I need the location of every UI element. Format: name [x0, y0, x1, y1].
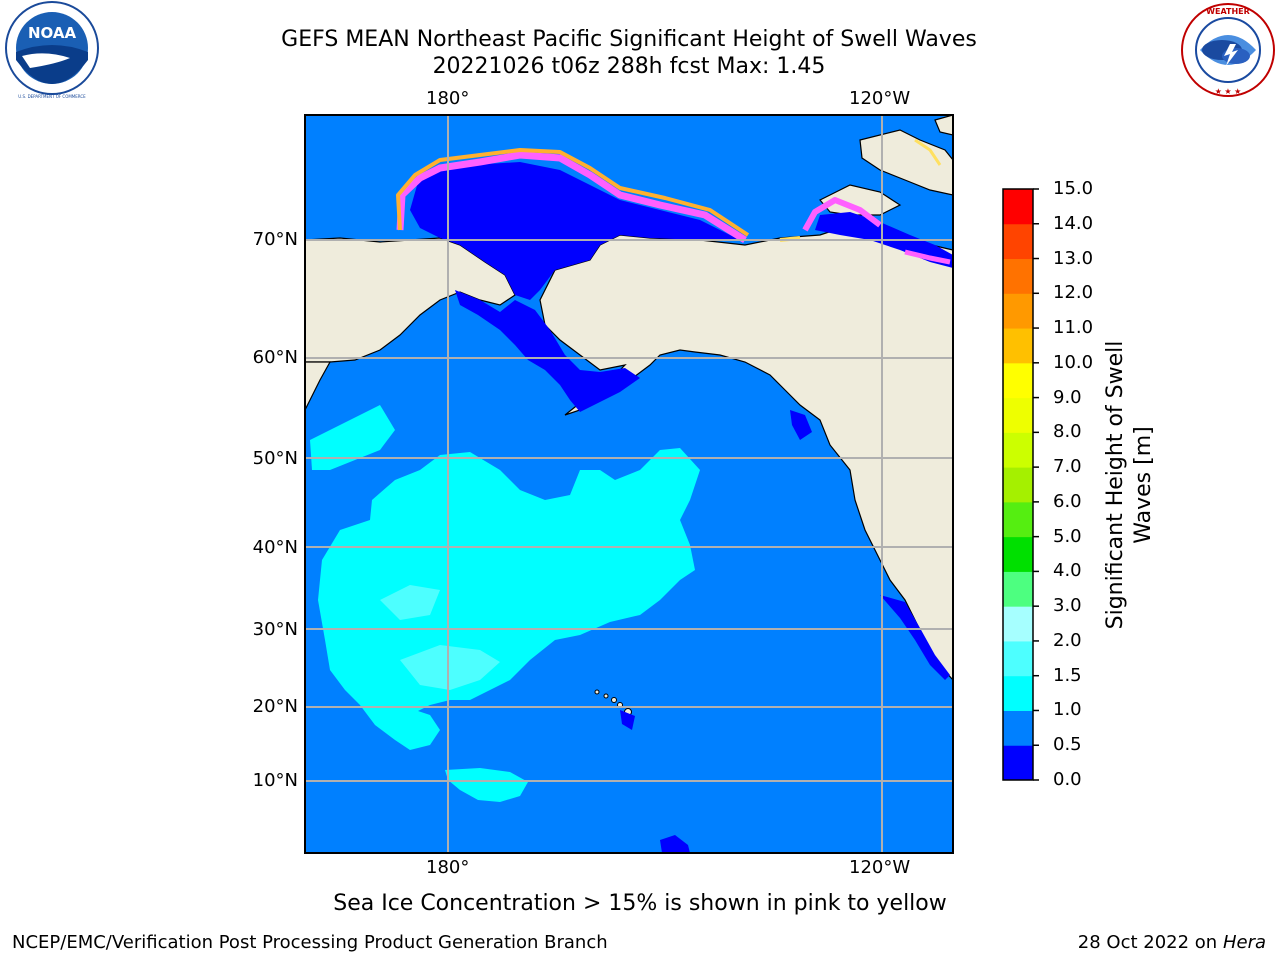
colorbar-block: [1003, 189, 1033, 225]
colorbar-block: [1003, 467, 1033, 503]
colorbar-block: [1003, 258, 1033, 294]
land-arctic-islands: [859, 129, 953, 196]
colorbar-block: [1003, 293, 1033, 329]
lat-tick-10n: 10°N: [252, 770, 298, 791]
lat-tick-60n: 60°N: [252, 347, 298, 368]
colorbar-tick-label: 10.0: [1053, 351, 1094, 373]
footer-host: Hera: [1222, 932, 1266, 953]
colorbar-block: [1003, 328, 1033, 364]
colorbar-title-line2: Waves [m]: [1131, 426, 1156, 544]
svg-text:★ ★ ★: ★ ★ ★: [1215, 87, 1242, 96]
colorbar-block: [1003, 223, 1033, 260]
land-kamchatka: [305, 361, 332, 411]
colorbar-block: [1003, 571, 1033, 607]
colorbar-block: [1003, 710, 1033, 746]
colorbar-tick-label: 9.0: [1053, 386, 1082, 408]
lon-tick-180-top: 180°: [426, 88, 470, 109]
ocean-swell-1.0-1.5m: [318, 448, 700, 720]
footer-date-text: 28 Oct 2022 on: [1077, 932, 1223, 953]
lon-tick-120w-bottom: 120°W: [849, 857, 911, 878]
chart-title: GEFS MEAN Northeast Pacific Significant …: [281, 27, 977, 52]
lon-tick-120w-top: 120°W: [849, 88, 911, 109]
colorbar-block: [1003, 675, 1033, 711]
colorbar-tick-label: 12.0: [1053, 282, 1094, 304]
national-weather-service-logo: WEATHER ★ ★ ★: [1181, 3, 1275, 97]
lat-tick-70n: 70°N: [252, 229, 298, 250]
colorbar-block: [1003, 501, 1033, 538]
map-frame: [304, 114, 954, 854]
colorbar-tick-label: 14.0: [1053, 212, 1094, 234]
noaa-logo-text: NOAA: [28, 24, 77, 42]
ocean-swell-1.0-1.5m-south: [360, 705, 440, 750]
colorbar-tick-label: 5.0: [1053, 525, 1082, 547]
colorbar-block: [1003, 640, 1033, 677]
noaa-logo: NOAA U.S. DEPARTMENT OF COMMERCE: [5, 1, 99, 99]
land-arctic-islands-2: [934, 115, 953, 136]
colorbar-tick-label: 7.0: [1053, 456, 1082, 478]
ocean-swell-1.0-1.5m-west: [310, 405, 395, 470]
lon-tick-180-bottom: 180°: [426, 857, 470, 878]
svg-text:U.S. DEPARTMENT OF COMMERCE: U.S. DEPARTMENT OF COMMERCE: [18, 94, 86, 99]
lat-tick-40n: 40°N: [252, 537, 298, 558]
colorbar-block: [1003, 432, 1033, 468]
colorbar-tick-label: 0.5: [1053, 734, 1082, 756]
lat-tick-50n: 50°N: [252, 448, 298, 469]
colorbar-block: [1003, 362, 1033, 399]
colorbar-tick-label: 15.0: [1053, 178, 1094, 199]
ocean-swell-1.0-1.5m-south2: [445, 768, 528, 802]
lat-tick-30n: 30°N: [252, 619, 298, 640]
land-arctic-islands-3: [819, 184, 902, 216]
map-gridlines: [305, 115, 953, 853]
chart-subtitle: 20221026 t06z 288h fcst Max: 1.45: [432, 54, 826, 79]
colorbar-tick-label: 1.0: [1053, 699, 1082, 721]
colorbar-block: [1003, 745, 1033, 781]
colorbar-tick-label: 8.0: [1053, 421, 1082, 443]
colorbar-block: [1003, 397, 1033, 433]
colorbar-title-line1: Significant Height of Swell: [1103, 340, 1128, 630]
colorbar-tick-label: 2.0: [1053, 629, 1082, 651]
ocean-swell-1.5-2.0m-b: [380, 585, 440, 620]
colorbar-tick-label: 4.0: [1053, 560, 1082, 582]
ocean-swell-1.5-2.0m: [400, 645, 500, 690]
footer-date: 28 Oct 2022 on Hera: [1078, 932, 1266, 953]
colorbar-tick-label: 0.0: [1053, 769, 1082, 790]
ocean-swell-0-0.5m: [410, 162, 953, 853]
footer-credit: NCEP/EMC/Verification Post Processing Pr…: [12, 932, 608, 953]
sea-ice-edge: [396, 138, 951, 265]
colorbar-tick-label: 3.0: [1053, 595, 1082, 617]
colorbar-tick-label: 11.0: [1053, 317, 1094, 339]
colorbar-block: [1003, 606, 1033, 642]
sea-ice-note: Sea Ice Concentration > 15% is shown in …: [333, 891, 947, 916]
svg-text:WEATHER: WEATHER: [1206, 7, 1250, 16]
colorbar-tick-label: 1.5: [1053, 664, 1082, 686]
colorbar-tick-label: 13.0: [1053, 247, 1094, 269]
colorbar-tick-label: 6.0: [1053, 490, 1082, 512]
colorbar-block: [1003, 536, 1033, 572]
lat-tick-20n: 20°N: [252, 696, 298, 717]
